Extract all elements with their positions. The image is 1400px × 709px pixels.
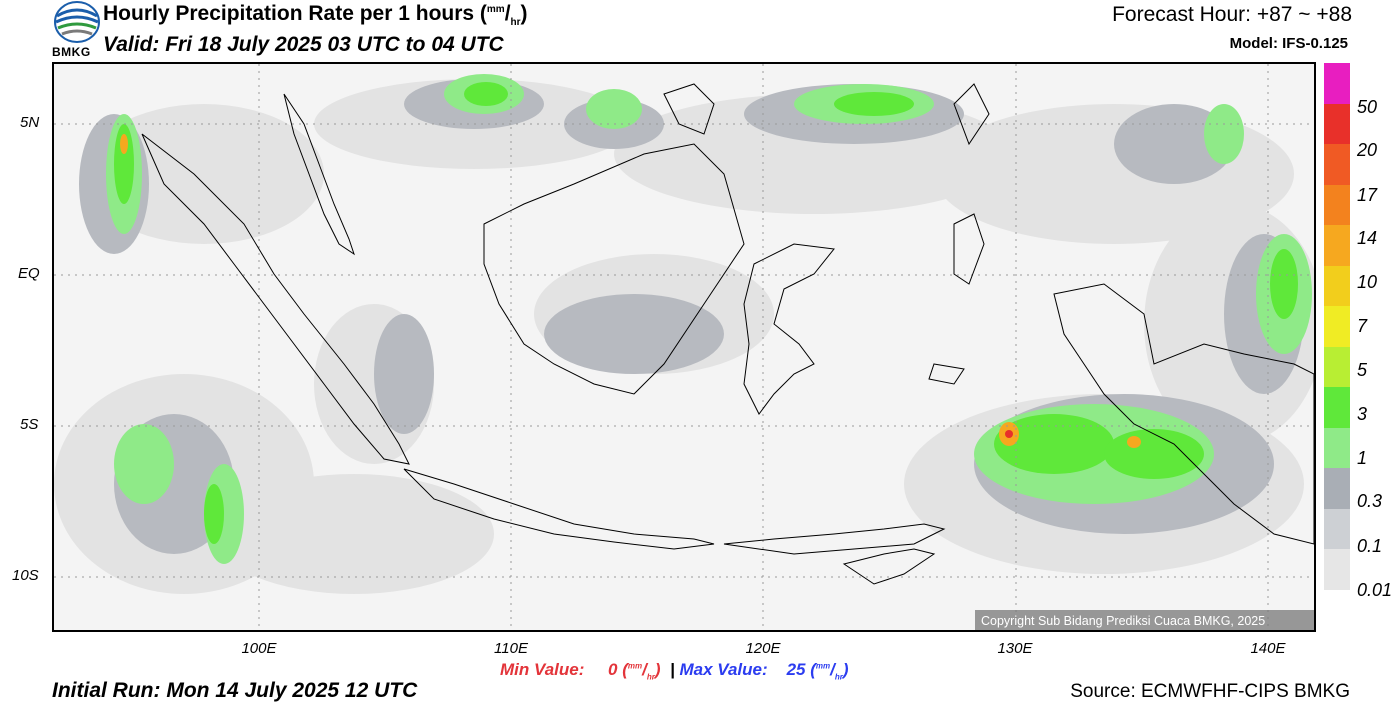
colorbar-label: 14 (1357, 228, 1378, 248)
colorbar-swatch (1324, 103, 1350, 144)
lon-label-130e: 130E (997, 640, 1033, 657)
colorbar-label: 0.01 (1357, 580, 1393, 600)
valid-time: Valid: Fri 18 July 2025 03 UTC to 04 UTC (103, 33, 504, 56)
colorbar-swatch (1324, 184, 1350, 225)
colorbar-label: 50 (1357, 97, 1378, 117)
colorbar-label: 20 (1357, 140, 1378, 160)
logo-text: BMKG (52, 45, 91, 59)
lat-label-5n: 5N (20, 114, 40, 131)
colorbar-swatch (1324, 468, 1350, 509)
initial-run: Initial Run: Mon 14 July 2025 12 UTC (52, 679, 418, 702)
precipitation-map[interactable]: Copyright Sub Bidang Prediksi Cuaca BMKG… (52, 62, 1316, 632)
lat-label-5s: 5S (20, 416, 39, 433)
colorbar-swatch (1324, 508, 1350, 549)
colorbar-swatch (1324, 306, 1350, 347)
lon-label-100e: 100E (241, 640, 277, 657)
colorbar-label: 5 (1357, 360, 1368, 380)
lon-label-120e: 120E (745, 640, 781, 657)
model-name: Model: IFS-0.125 (1229, 35, 1348, 52)
colorbar-swatch (1324, 144, 1350, 185)
map-canvas (54, 64, 1314, 630)
max-rain-cell (1005, 430, 1013, 438)
copyright-note: Copyright Sub Bidang Prediksi Cuaca BMKG… (975, 610, 1314, 630)
colorbar-label: 1 (1357, 448, 1368, 468)
colorbar-swatch (1324, 346, 1350, 387)
max-value-label: Max Value: (679, 660, 768, 679)
colorbar-swatch (1324, 427, 1350, 468)
colorbar-swatch (1324, 225, 1350, 266)
min-value-label: Min Value: (500, 660, 585, 679)
colorbar-label: 10 (1357, 272, 1378, 292)
max-value: 25 (786, 660, 806, 679)
graticule (54, 64, 1314, 630)
min-max-values: Min Value: 0 (mm/hr) | Max Value: 25 (mm… (500, 660, 849, 682)
min-value: 0 (608, 660, 618, 679)
colorbar (1324, 63, 1350, 590)
bmkg-logo (52, 0, 102, 60)
chart-title: Hourly Precipitation Rate per 1 hours (m… (103, 2, 528, 29)
colorbar-swatch (1324, 63, 1350, 104)
lon-label-140e: 140E (1250, 640, 1286, 657)
coastlines (141, 83, 1314, 585)
colorbar-swatch (1324, 549, 1350, 590)
forecast-hour: Forecast Hour: +87 ~ +88 (1112, 3, 1352, 26)
colorbar-label: 17 (1357, 185, 1378, 205)
colorbar-swatch (1324, 265, 1350, 306)
lat-label-eq: EQ (18, 265, 40, 282)
data-source: Source: ECMWFHF-CIPS BMKG (1070, 681, 1350, 702)
colorbar-swatch (1324, 387, 1350, 428)
lon-label-110e: 110E (494, 640, 528, 657)
colorbar-label: 3 (1357, 404, 1368, 424)
colorbar-label: 7 (1357, 316, 1368, 336)
colorbar-label: 0.3 (1357, 491, 1383, 511)
lat-label-10s: 10S (12, 567, 39, 584)
colorbar-label: 0.1 (1357, 536, 1383, 556)
